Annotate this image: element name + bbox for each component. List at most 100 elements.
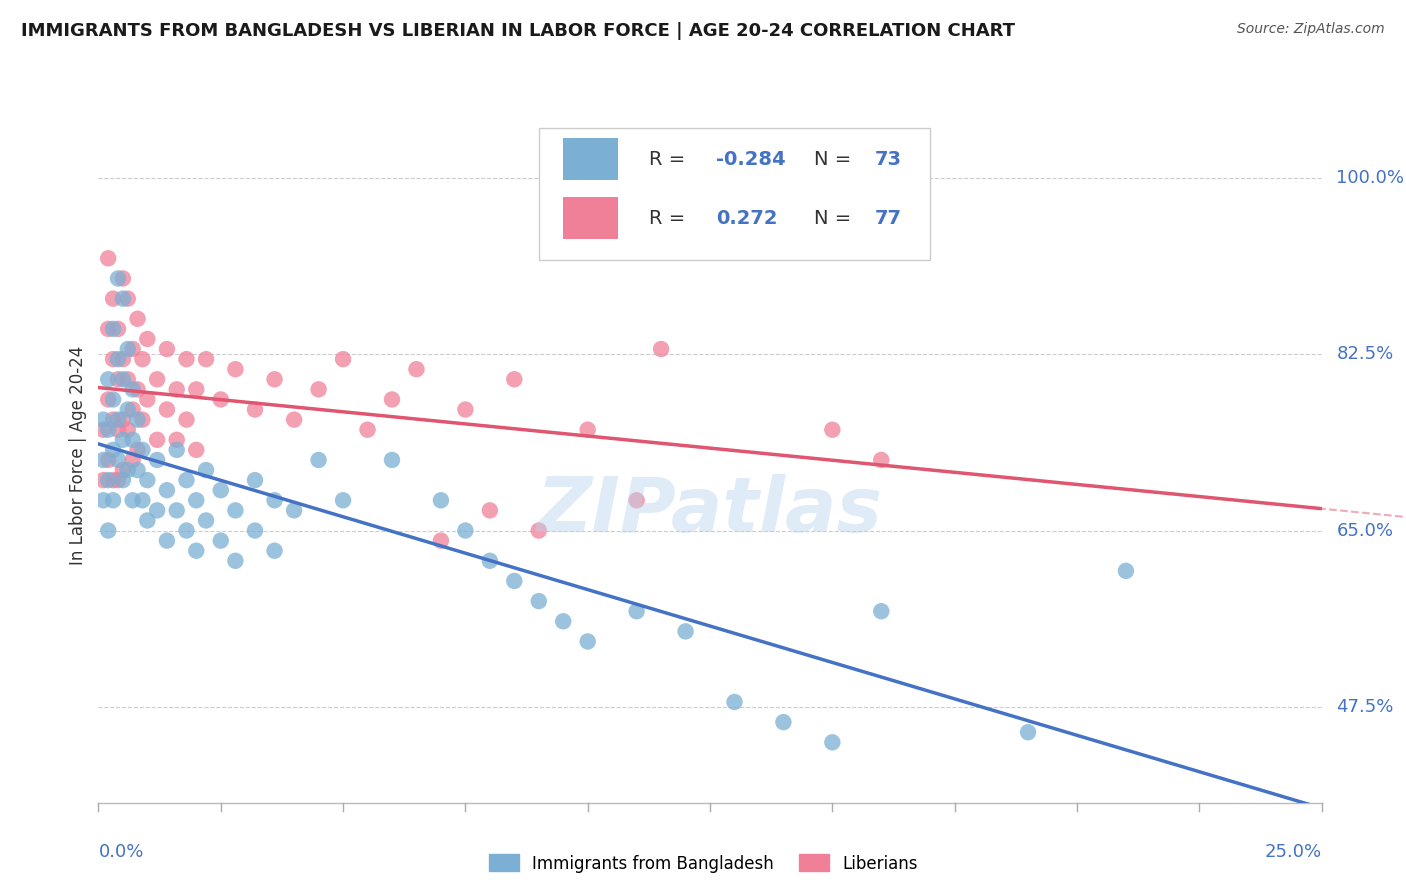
Point [117,402,139,417]
Text: 47.5%: 47.5% [1336,698,1393,716]
Point [478,554,501,568]
Point [1017,725,1039,739]
Point [186,383,208,397]
Point [821,423,844,437]
Point [156,342,179,356]
Point [97,372,120,386]
Point [127,463,149,477]
Point [195,352,218,367]
Point [101,352,124,367]
Point [101,412,124,426]
Point [101,473,124,487]
Point [91,453,114,467]
Point [870,604,893,618]
Point [176,412,198,426]
Point [91,412,114,426]
Point [97,252,120,266]
Point [186,493,208,508]
Point [454,402,477,417]
Point [478,503,501,517]
Point [111,473,134,487]
Point [91,493,114,508]
Point [332,493,354,508]
Point [224,503,246,517]
Point [121,402,143,417]
Point [209,533,232,548]
Text: R =: R = [648,150,685,169]
Point [101,292,124,306]
Point [176,473,198,487]
Point [107,271,129,285]
Text: 100.0%: 100.0% [1336,169,1405,186]
Point [121,433,143,447]
Point [308,383,330,397]
Point [263,372,285,386]
Point [166,503,188,517]
Point [91,473,114,487]
Point [527,524,550,538]
Point [111,292,134,306]
Point [283,412,305,426]
Point [195,513,218,527]
Point [111,271,134,285]
Point [136,332,159,346]
Point [136,473,159,487]
Point [136,513,159,527]
Point [430,533,453,548]
Point [1115,564,1137,578]
Point [136,392,159,407]
Point [97,453,120,467]
Point [111,433,134,447]
Point [117,423,139,437]
Point [283,503,305,517]
Point [97,392,120,407]
Point [97,423,120,437]
Legend: Immigrants from Bangladesh, Liberians: Immigrants from Bangladesh, Liberians [482,847,924,880]
Point [503,574,526,588]
Text: -0.284: -0.284 [716,150,786,169]
FancyBboxPatch shape [564,197,619,239]
Point [243,473,266,487]
Point [356,423,378,437]
Point [263,543,285,558]
Point [146,433,169,447]
Point [156,533,179,548]
Point [117,292,139,306]
Point [626,604,648,618]
Point [243,402,266,417]
Point [224,554,246,568]
Text: 0.0%: 0.0% [98,843,143,861]
Point [101,392,124,407]
Point [107,322,129,336]
Point [186,442,208,457]
Point [127,311,149,326]
Point [224,362,246,376]
Point [626,493,648,508]
Point [131,442,153,457]
FancyBboxPatch shape [538,128,931,260]
Text: 0.272: 0.272 [716,209,778,227]
Point [107,412,129,426]
Point [870,453,893,467]
Point [675,624,697,639]
Text: 65.0%: 65.0% [1336,522,1393,540]
Point [176,352,198,367]
Point [723,695,745,709]
Point [176,524,198,538]
Text: R =: R = [648,209,685,227]
Point [146,453,169,467]
Point [117,342,139,356]
Point [121,453,143,467]
Point [209,392,232,407]
Point [111,372,134,386]
Point [101,442,124,457]
Point [131,412,153,426]
Text: 77: 77 [875,209,903,227]
Point [503,372,526,386]
Point [650,342,672,356]
Point [107,423,129,437]
Point [156,483,179,498]
Point [821,735,844,749]
Point [405,362,427,376]
Text: Source: ZipAtlas.com: Source: ZipAtlas.com [1237,22,1385,37]
